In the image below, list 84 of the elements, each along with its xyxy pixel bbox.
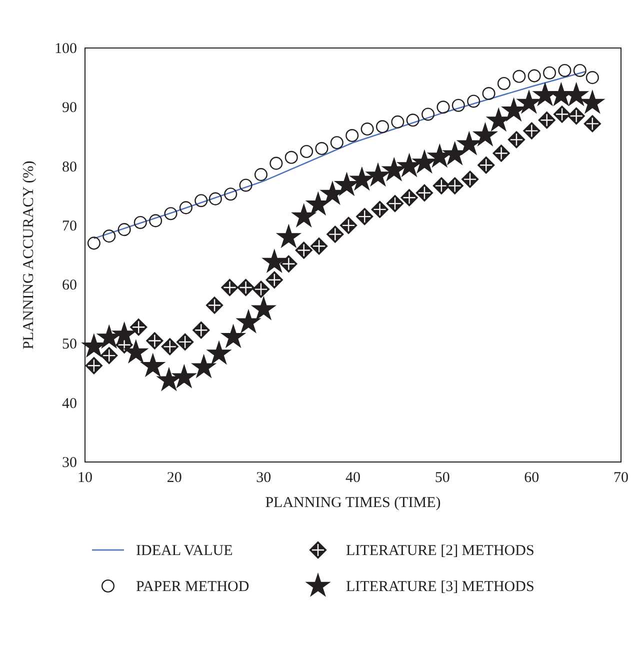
y-tick-label: 80 [62, 159, 77, 176]
point [360, 122, 374, 136]
point [564, 83, 588, 106]
point [98, 326, 121, 348]
legend-label: LITERATURE [2] METHODS [346, 543, 534, 559]
line-series [93, 71, 586, 240]
y-tick-label: 50 [62, 336, 77, 353]
point [335, 173, 358, 196]
point [406, 114, 420, 127]
point [284, 150, 298, 164]
y-tick-label: 100 [54, 41, 77, 57]
point [580, 90, 604, 113]
point [239, 178, 252, 192]
point [149, 214, 162, 228]
legend-label: PAPER METHOD [136, 579, 250, 595]
point [382, 158, 406, 180]
point [102, 230, 116, 243]
point [376, 120, 389, 134]
point [436, 100, 450, 114]
point [517, 90, 541, 113]
point [543, 66, 556, 80]
point [112, 322, 136, 345]
point [192, 355, 216, 378]
point [422, 108, 435, 121]
y-tick-label: 70 [62, 218, 77, 234]
y-tick-label: 90 [62, 100, 77, 116]
point [452, 98, 465, 112]
y-tick-label: 30 [62, 455, 77, 471]
x-tick-label: 20 [166, 470, 182, 486]
y-axis-title: PLANNING ACCURACY (%) [21, 160, 37, 350]
point [586, 71, 599, 84]
x-tick-label: 30 [256, 470, 272, 486]
point [118, 223, 131, 236]
x-tick-label: 10 [78, 470, 92, 486]
point [292, 204, 316, 227]
point [350, 168, 374, 190]
point [306, 192, 330, 215]
point [482, 87, 496, 100]
point [254, 168, 268, 182]
point [300, 144, 314, 158]
point [194, 194, 208, 208]
point [164, 207, 178, 220]
y-tick-label: 60 [62, 278, 77, 294]
point [346, 129, 359, 142]
point [558, 64, 572, 77]
x-tick-label: 40 [346, 470, 360, 486]
point [398, 154, 421, 176]
legend-label: LITERATURE [3] METHODS [346, 579, 534, 595]
point [208, 192, 222, 206]
point [315, 142, 328, 156]
point [124, 340, 148, 363]
y-tick-label: 40 [62, 396, 77, 412]
point [85, 356, 103, 374]
point [474, 123, 497, 146]
point [224, 188, 238, 201]
point [391, 115, 404, 128]
point [172, 365, 196, 388]
point [236, 310, 260, 332]
point [458, 132, 481, 154]
point [207, 342, 231, 364]
point [262, 250, 286, 272]
x-tick-label: 60 [524, 470, 540, 486]
point [141, 354, 164, 376]
x-tick-label: 50 [434, 470, 450, 486]
point [222, 325, 245, 348]
point [252, 297, 276, 320]
point [157, 368, 181, 390]
point [467, 94, 480, 108]
point [330, 136, 344, 150]
point [497, 76, 510, 90]
point [277, 225, 300, 248]
point [528, 69, 541, 82]
point [179, 201, 192, 214]
point [412, 150, 436, 173]
point [134, 216, 147, 229]
point [573, 64, 586, 77]
point [270, 156, 283, 170]
point [366, 164, 390, 186]
x-axis-title: PLANNING TIMES (TIME) [265, 495, 441, 511]
point [512, 70, 526, 83]
point [87, 236, 100, 250]
point [502, 98, 526, 121]
x-tick-label: 70 [614, 470, 628, 486]
legend-label: IDEAL VALUE [136, 543, 233, 559]
